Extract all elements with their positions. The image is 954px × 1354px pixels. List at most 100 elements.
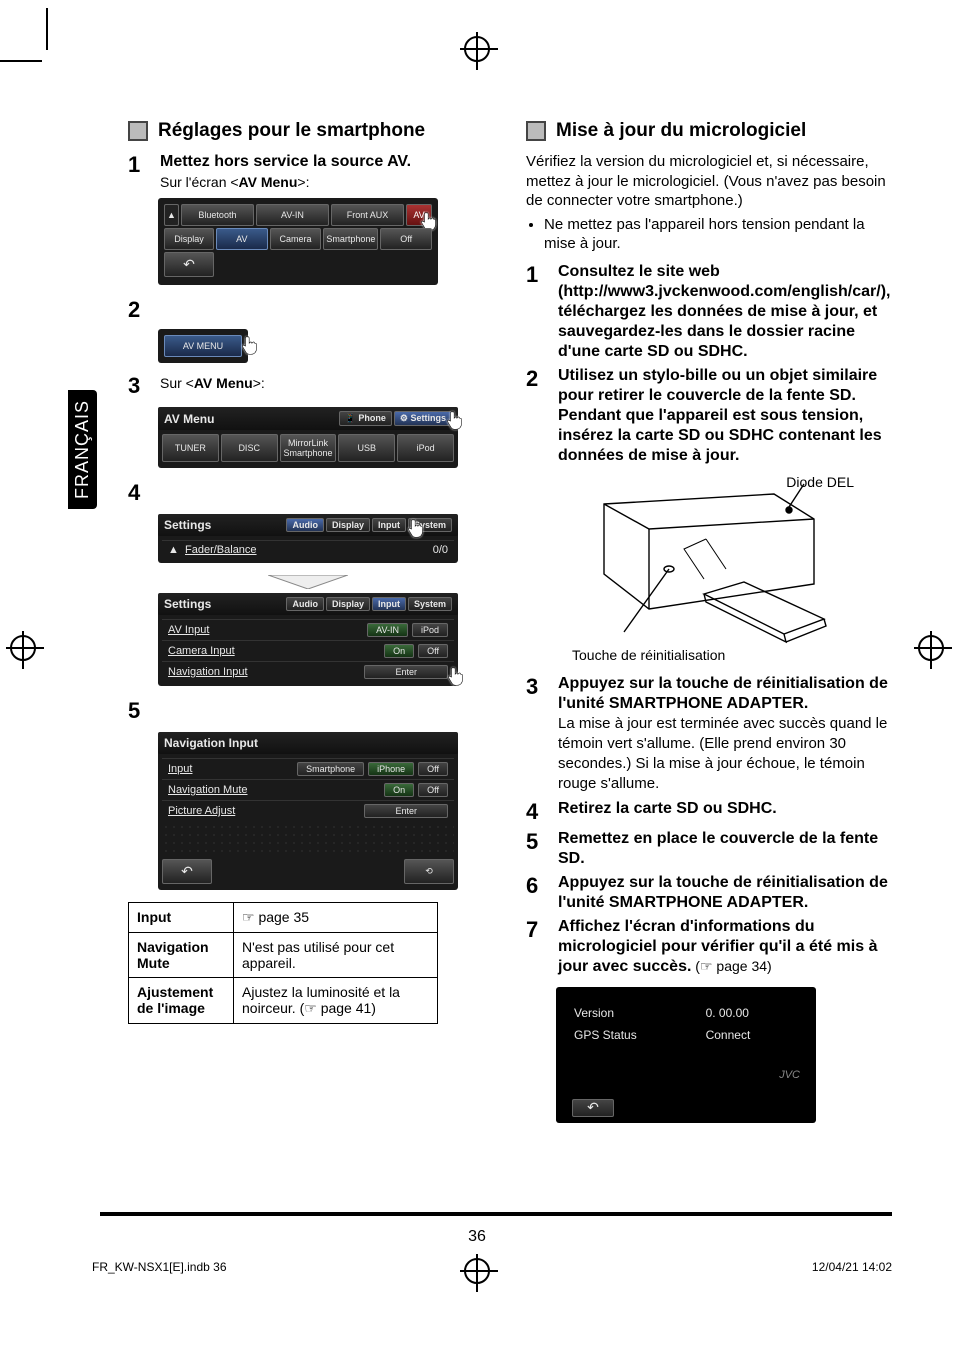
disc-tile: DISC — [221, 434, 278, 462]
crop-mark-top — [46, 8, 48, 50]
title: Settings — [164, 518, 211, 532]
led-label: Diode DEL — [786, 474, 854, 490]
tab-system: System — [408, 597, 452, 611]
step-number: 3 — [128, 373, 148, 399]
row-val: Ajustez la luminosité et la noirceur. (☞… — [234, 978, 438, 1024]
avinput-row: AV Input AV-IN iPod — [162, 619, 454, 640]
footer: FR_KW-NSX1[E].indb 36 12/04/21 14:02 — [92, 1260, 892, 1274]
fw-step-1: 1 Consultez le site web (http://www3.jvc… — [526, 262, 892, 362]
fw-step-7: 7 Affichez l'écran d'informations du mic… — [526, 917, 892, 977]
fw-step6-text: Appuyez sur la touche de réinitialisatio… — [558, 873, 892, 913]
nav-input-screen: Navigation Input Input Smartphone iPhone… — [158, 732, 458, 890]
fw-step3-title: Appuyez sur la touche de réinitialisatio… — [558, 674, 892, 714]
fw-step-2: 2 Utilisez un stylo-bille ou un objet si… — [526, 366, 892, 466]
tile-frontaux: Front AUX — [331, 204, 404, 226]
page-number: 36 — [468, 1228, 486, 1246]
title-text: AV Menu — [164, 412, 214, 426]
honeycomb-bg — [162, 823, 454, 857]
settings-screen-top: Settings Audio Display Input System ▲ Fa… — [158, 514, 458, 563]
step-number: 1 — [526, 262, 546, 362]
step-number: 4 — [128, 480, 148, 506]
footer-date: 12/04/21 14:02 — [812, 1260, 892, 1274]
step-1: 1 Mettez hors service la source AV. Sur … — [128, 152, 494, 190]
settings-table: Input ☞ page 35 Navigation Mute N'est pa… — [128, 902, 438, 1024]
step1-sub: Sur l'écran <AV Menu>: — [160, 174, 494, 190]
step-2: 2 — [128, 297, 494, 323]
registration-mark-right — [918, 635, 944, 661]
hand-icon — [240, 335, 262, 357]
fw-step-4: 4 Retirez la carte SD ou SDHC. — [526, 799, 892, 825]
device-figure: Diode DEL Touche de réinitiali — [554, 474, 854, 664]
fw-extra-text: La mise à jour est terminée avec succès … — [558, 714, 892, 795]
tuner-tile: TUNER — [162, 434, 219, 462]
step-number: 4 — [526, 799, 546, 825]
step-number: 5 — [526, 829, 546, 869]
fader-row: ▲ Fader/Balance 0/0 — [162, 540, 454, 559]
phone-button: 📱 Phone — [339, 411, 392, 426]
info-row: Version 0. 00.00 — [574, 1003, 798, 1023]
tab-input: Input — [372, 518, 406, 532]
scroll-arrow: ▲ — [164, 204, 179, 226]
bullet-item: Ne mettez pas l'appareil hors tension pe… — [544, 215, 892, 254]
row-key: Navigation Mute — [129, 933, 234, 978]
tile-av: AV — [216, 228, 268, 250]
step1-title: Mettez hors service la source AV. — [160, 152, 494, 172]
row-val: ☞ page 35 — [234, 903, 438, 933]
back-button — [162, 859, 212, 884]
mirror-tile: MirrorLink Smartphone — [280, 434, 337, 462]
bottom-rule — [100, 1212, 892, 1216]
table-row: Input ☞ page 35 — [129, 903, 438, 933]
step3-sub: Sur <AV Menu>: — [160, 375, 494, 391]
fw-step1-text: Consultez le site web (http://www3.jvcke… — [558, 262, 892, 362]
step-4: 4 — [128, 480, 494, 506]
firmware-info-screen: Version 0. 00.00 GPS Status Connect JVC — [556, 987, 816, 1123]
tile-bluetooth: Bluetooth — [181, 204, 254, 226]
navmute-row: Navigation Mute On Off — [162, 779, 454, 800]
picture-row: Picture Adjust Enter — [162, 800, 454, 821]
section-heading-smartphone: Réglages pour le smartphone — [128, 120, 494, 142]
left-column: Réglages pour le smartphone 1 Mettez hor… — [128, 120, 494, 1214]
step-5: 5 — [128, 698, 494, 724]
hand-icon — [445, 410, 467, 432]
heading-text: Réglages pour le smartphone — [158, 120, 425, 142]
fw-step4-text: Retirez la carte SD ou SDHC. — [558, 799, 892, 819]
registration-mark-top — [464, 36, 490, 62]
brand-logo: JVC — [572, 1069, 800, 1081]
version-key: Version — [574, 1003, 704, 1023]
crop-mark-left — [0, 60, 42, 62]
tab-audio: Audio — [286, 518, 324, 532]
usb-tile: USB — [338, 434, 395, 462]
row-key: Input — [129, 903, 234, 933]
av-menu-screen-1: ▲ Bluetooth AV-IN Front AUX AV Display A… — [158, 198, 438, 285]
title-bar: AV Menu 📱 Phone ⚙ Settings — [158, 407, 458, 430]
bullet-list: Ne mettez pas l'appareil hors tension pe… — [544, 215, 892, 254]
settings-titlebar-bottom: Settings Audio Display Input System — [158, 593, 458, 615]
settings-screen-bottom: Settings Audio Display Input System AV I… — [158, 593, 458, 686]
fw-step-6: 6 Appuyez sur la touche de réinitialisat… — [526, 873, 892, 913]
hand-icon — [446, 666, 468, 688]
tab-system: System — [408, 518, 452, 532]
av-menu-button-screen: AV MENU — [158, 329, 248, 363]
tile-avin: AV-IN — [256, 204, 329, 226]
version-value: 0. 00.00 — [706, 1003, 798, 1023]
info-row: GPS Status Connect — [574, 1025, 798, 1045]
step-number: 1 — [128, 152, 148, 190]
display-button: Display — [164, 228, 214, 250]
tab-audio: Audio — [286, 597, 324, 611]
gps-value: Connect — [706, 1025, 798, 1045]
nav-input-title: Navigation Input — [158, 732, 458, 754]
arrow-down-icon — [268, 575, 348, 589]
camerainput-row: Camera Input On Off — [162, 640, 454, 661]
fw-step2-text: Utilisez un stylo-bille ou un objet simi… — [558, 366, 892, 466]
footer-file: FR_KW-NSX1[E].indb 36 — [92, 1260, 227, 1274]
gps-key: GPS Status — [574, 1025, 704, 1045]
intro-text: Vérifiez la version du micrologiciel et,… — [526, 152, 892, 211]
step-number: 7 — [526, 917, 546, 977]
step-number: 2 — [128, 297, 148, 323]
language-tab: FRANÇAIS — [68, 390, 97, 509]
step-number: 6 — [526, 873, 546, 913]
fw-step-5: 5 Remettez en place le couvercle de la f… — [526, 829, 892, 869]
fw-step7-ref: (☞ page 34) — [691, 958, 771, 974]
tile-off: Off — [380, 228, 432, 250]
row-key: Ajustement de l'image — [129, 978, 234, 1024]
